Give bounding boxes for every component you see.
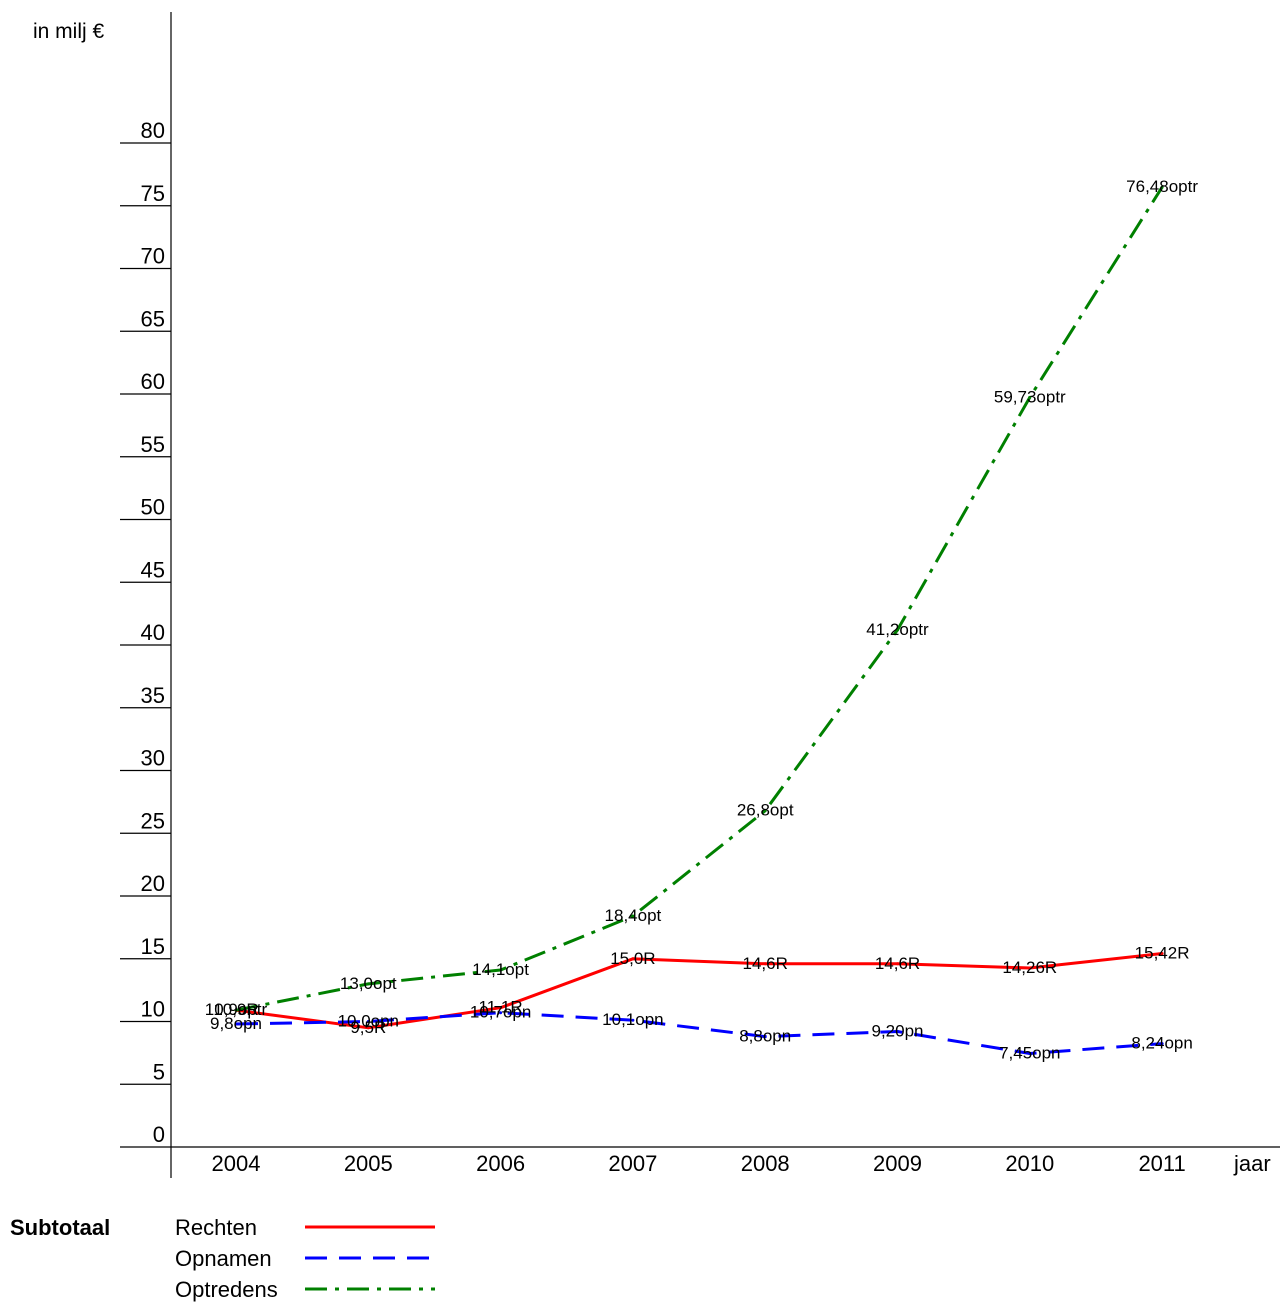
legend-swatch-optredens — [305, 1287, 435, 1291]
y-tick-label: 80 — [141, 118, 165, 143]
legend-label: Optredens — [175, 1277, 278, 1302]
series-lines — [234, 185, 1164, 1056]
data-point — [763, 1035, 767, 1039]
x-ticks: 2004 2005 2006 2007 2008 2009 2010 2011 — [212, 1151, 1186, 1176]
y-tick-label: 0 — [153, 1122, 165, 1147]
y-tick-label: 20 — [141, 871, 165, 896]
data-label: 10,9R — [213, 1000, 258, 1019]
point-labels: 10,9R 9,5R 11,1R 15,0R 14,6R 14,6R 14,26R 15,42… — [205, 177, 1199, 1062]
y-tick-label: 40 — [141, 620, 165, 645]
data-label: 10,9optr — [205, 1000, 268, 1019]
data-point — [366, 1026, 370, 1030]
y-tick-label: 65 — [141, 306, 165, 331]
data-label: 9,20pn — [872, 1022, 924, 1041]
x-tick-label: 2008 — [741, 1151, 790, 1176]
data-point — [499, 968, 503, 972]
data-label: 14,1opt — [472, 960, 529, 979]
data-label: 9,5R — [350, 1018, 386, 1037]
series-line-optredens — [235, 186, 1164, 1012]
data-label: 8,24opn — [1131, 1034, 1192, 1053]
data-point — [1028, 966, 1032, 970]
data-point — [1028, 395, 1032, 399]
data-point — [763, 962, 767, 966]
legend-title: Subtotaal — [10, 1215, 111, 1240]
data-label: 18,4opt — [605, 906, 662, 925]
data-point — [1160, 185, 1164, 189]
y-tick-label: 45 — [141, 557, 165, 582]
legend-label: Opnamen — [175, 1246, 272, 1271]
legend: Subtotaal Rechten Opnamen Optredens — [0, 1205, 600, 1302]
x-tick-label: 2011 — [1138, 1151, 1185, 1176]
x-tick-label: 2004 — [212, 1151, 261, 1176]
data-point — [1160, 1042, 1164, 1046]
data-label: 26,8opt — [737, 801, 794, 820]
y-tick-label: 60 — [141, 369, 165, 394]
y-tick-label: 10 — [141, 997, 165, 1022]
x-tick-label: 2006 — [476, 1151, 525, 1176]
data-point — [896, 628, 899, 632]
y-tick-label: 55 — [141, 432, 165, 457]
data-label: 14,6R — [875, 954, 920, 973]
data-label: 14,6R — [743, 954, 788, 973]
legend-swatch-opnamen — [305, 1256, 435, 1260]
y-tick-label: 25 — [141, 808, 165, 833]
y-tick-label: 70 — [141, 244, 165, 269]
legend-item-opnamen: Opnamen — [175, 1246, 595, 1277]
data-point — [896, 1030, 899, 1034]
data-point — [896, 962, 899, 966]
data-point — [499, 1006, 503, 1010]
x-tick-label: 2010 — [1005, 1151, 1054, 1176]
series-line-opnamen — [235, 1011, 1163, 1055]
data-point — [763, 809, 767, 813]
y-tick-label: 15 — [141, 934, 165, 959]
legend-item-optredens: Optredens — [175, 1277, 595, 1308]
data-point — [234, 1022, 238, 1026]
data-point — [1028, 1052, 1032, 1056]
data-label: 11,1R — [479, 998, 523, 1017]
data-point — [366, 1020, 370, 1023]
y-tick-label: 30 — [141, 746, 165, 771]
data-point — [631, 1018, 635, 1022]
data-label: 10,0opn — [338, 1012, 399, 1031]
data-label: 59,73optr — [994, 387, 1066, 406]
x-tick-label: 2009 — [873, 1151, 922, 1176]
line-chart: in milj € jaar 0 5 10 15 20 25 30 35 40 45 50 55 60 6… — [33, 12, 1280, 1178]
y-tick-label: 5 — [153, 1059, 165, 1084]
data-label: 10,7opn — [470, 1003, 531, 1022]
data-label: 10,1opn — [602, 1010, 663, 1029]
x-tick-label: 2007 — [608, 1151, 657, 1176]
series-line-rechten — [235, 952, 1163, 1030]
data-label: 13,0opt — [340, 974, 397, 993]
data-label: 76,48optr — [1126, 177, 1198, 196]
legend-label: Rechten — [175, 1215, 257, 1240]
y-tick-label: 75 — [141, 181, 165, 206]
data-point — [499, 1011, 503, 1015]
data-point — [631, 957, 635, 961]
x-tick-label: 2005 — [344, 1151, 393, 1176]
data-point — [234, 1008, 238, 1012]
data-point — [366, 982, 370, 986]
data-point — [631, 914, 635, 918]
data-label: 8,8opn — [739, 1027, 791, 1046]
y-ticks: 0 5 10 15 20 25 30 35 40 45 50 55 60 65 70 75 80 — [120, 118, 171, 1147]
data-label: 14,26R — [1002, 958, 1057, 977]
y-tick-label: 35 — [141, 683, 165, 708]
data-label: 15,0R — [610, 949, 655, 968]
legend-swatch-rechten — [305, 1225, 435, 1229]
data-label: 9,8opn — [210, 1014, 262, 1033]
data-label: 7,45opn — [999, 1044, 1060, 1063]
legend-item-rechten: Rechten — [175, 1215, 595, 1246]
data-label: 41,2optr — [866, 620, 929, 639]
y-axis-title: in milj € — [33, 20, 105, 43]
data-point — [1160, 951, 1164, 955]
x-axis-title: jaar — [1233, 1151, 1271, 1176]
data-label: 15,42R — [1135, 943, 1190, 962]
y-tick-label: 50 — [141, 495, 165, 520]
